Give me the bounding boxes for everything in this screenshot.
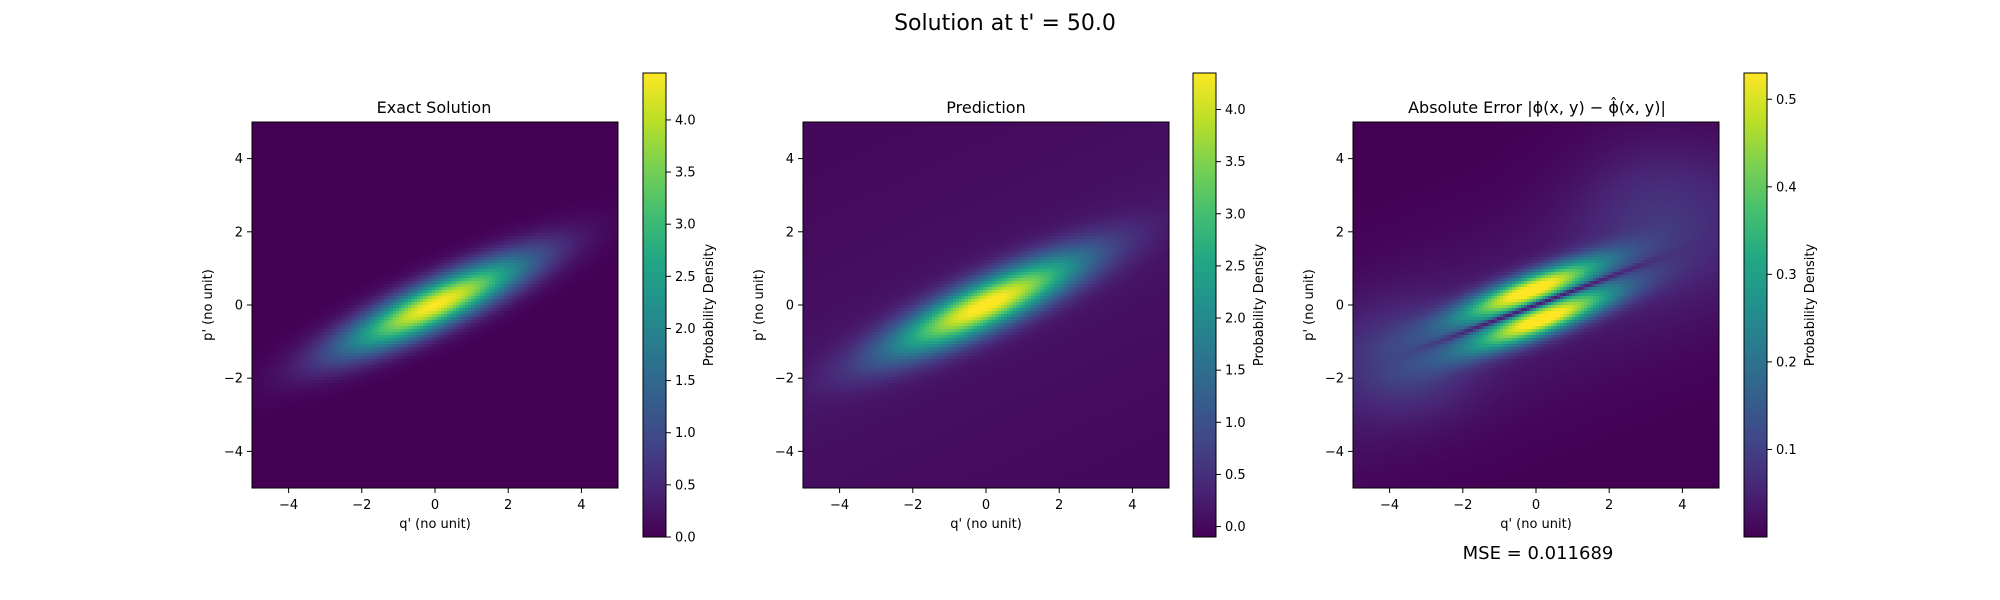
x-tick-label: 2 <box>504 498 512 513</box>
colorbar-tick-label: 0.4 <box>1776 180 1797 195</box>
x-tick-label: 4 <box>577 498 585 513</box>
x-tick-label: −4 <box>1380 498 1399 513</box>
colorbar-tick-label: 2.0 <box>675 322 696 337</box>
colorbar-tick-label: 3.0 <box>675 218 696 233</box>
y-axis-label: p' (no unit) <box>752 269 767 341</box>
mse-readout: MSE = 0.011689 <box>1463 543 1614 564</box>
colorbar-tick-label: 3.0 <box>1225 207 1246 222</box>
colorbar-tick-label: 0.0 <box>675 531 696 546</box>
colorbar-tick-label: 1.5 <box>1225 364 1246 379</box>
y-axis-label: p' (no unit) <box>201 269 216 341</box>
colorbar-tick-label: 0.5 <box>675 478 696 493</box>
panel-title: Prediction <box>946 98 1025 117</box>
y-tick-label: 2 <box>786 225 794 240</box>
colorbar-tick-label: 4.0 <box>675 113 696 128</box>
y-tick-label: 0 <box>1336 299 1344 314</box>
colorbar-tick-label: 2.5 <box>1225 259 1246 274</box>
y-tick-label: −4 <box>224 445 243 460</box>
y-tick-label: 4 <box>786 152 794 167</box>
y-tick-label: 0 <box>235 299 243 314</box>
colorbar <box>1192 72 1217 538</box>
y-tick-label: 2 <box>1336 225 1344 240</box>
colorbar-tick-label: 4.0 <box>1225 103 1246 118</box>
y-tick-label: 4 <box>235 152 243 167</box>
x-tick-label: 0 <box>982 498 990 513</box>
x-tick-label: 4 <box>1128 498 1136 513</box>
y-tick-label: −4 <box>1325 445 1344 460</box>
x-tick-label: 2 <box>1605 498 1613 513</box>
x-tick-label: 0 <box>431 498 439 513</box>
x-tick-label: −2 <box>352 498 371 513</box>
panel-error: Absolute Error |ϕ(x, y) − ϕ̂(x, y)| −4 −2… <box>1302 72 1818 538</box>
colorbar <box>642 72 667 538</box>
y-tick-label: −4 <box>775 445 794 460</box>
y-tick-label: −2 <box>1325 372 1344 387</box>
panel-exact: Exact Solution −4 −2 0 2 4 −4 −2 0 2 4 q' (no uni… <box>201 72 717 546</box>
x-tick-label: −4 <box>830 498 849 513</box>
colorbar-label: Probability Density <box>702 244 717 367</box>
x-axis-label: q' (no unit) <box>950 517 1022 532</box>
y-tick-label: 0 <box>786 299 794 314</box>
heatmap-error <box>1353 122 1719 488</box>
y-axis-label: p' (no unit) <box>1302 269 1317 341</box>
y-tick-label: 2 <box>235 225 243 240</box>
panel-prediction: Prediction −4 −2 0 2 4 −4 −2 0 2 4 q' (no unit) p… <box>752 72 1267 538</box>
colorbar-tick-label: 1.0 <box>1225 416 1246 431</box>
colorbar-tick-label: 0.2 <box>1776 355 1797 370</box>
colorbar-tick-label: 3.5 <box>675 166 696 181</box>
x-tick-label: −2 <box>903 498 922 513</box>
y-tick-label: 4 <box>1336 152 1344 167</box>
colorbar-tick-label: 3.5 <box>1225 155 1246 170</box>
colorbar-tick-label: 0.1 <box>1776 443 1797 458</box>
colorbar-tick-label: 1.0 <box>675 426 696 441</box>
y-tick-label: −2 <box>775 372 794 387</box>
panel-title: Absolute Error |ϕ(x, y) − ϕ̂(x, y)| <box>1408 97 1666 117</box>
colorbar-tick-label: 0.0 <box>1225 520 1246 535</box>
figure-title: Solution at t' = 50.0 <box>894 11 1116 36</box>
colorbar-label: Probability Density <box>1252 244 1267 367</box>
heatmap-prediction <box>803 122 1169 488</box>
x-tick-label: 0 <box>1532 498 1540 513</box>
x-tick-label: 4 <box>1678 498 1686 513</box>
x-axis-label: q' (no unit) <box>1500 517 1572 532</box>
x-tick-label: −2 <box>1453 498 1472 513</box>
colorbar-tick-label: 2.0 <box>1225 312 1246 327</box>
x-axis-label: q' (no unit) <box>399 517 471 532</box>
y-tick-label: −2 <box>224 372 243 387</box>
colorbar-label: Probability Density <box>1803 244 1818 367</box>
heatmap-exact <box>252 122 618 488</box>
x-tick-label: −4 <box>279 498 298 513</box>
colorbar-tick-label: 1.5 <box>675 374 696 389</box>
colorbar-tick-label: 2.5 <box>675 270 696 285</box>
colorbar <box>1743 72 1768 538</box>
panel-title: Exact Solution <box>377 98 492 117</box>
colorbar-tick-label: 0.5 <box>1225 468 1246 483</box>
x-tick-label: 2 <box>1055 498 1063 513</box>
colorbar-tick-label: 0.3 <box>1776 268 1797 283</box>
colorbar-tick-label: 0.5 <box>1776 93 1797 108</box>
